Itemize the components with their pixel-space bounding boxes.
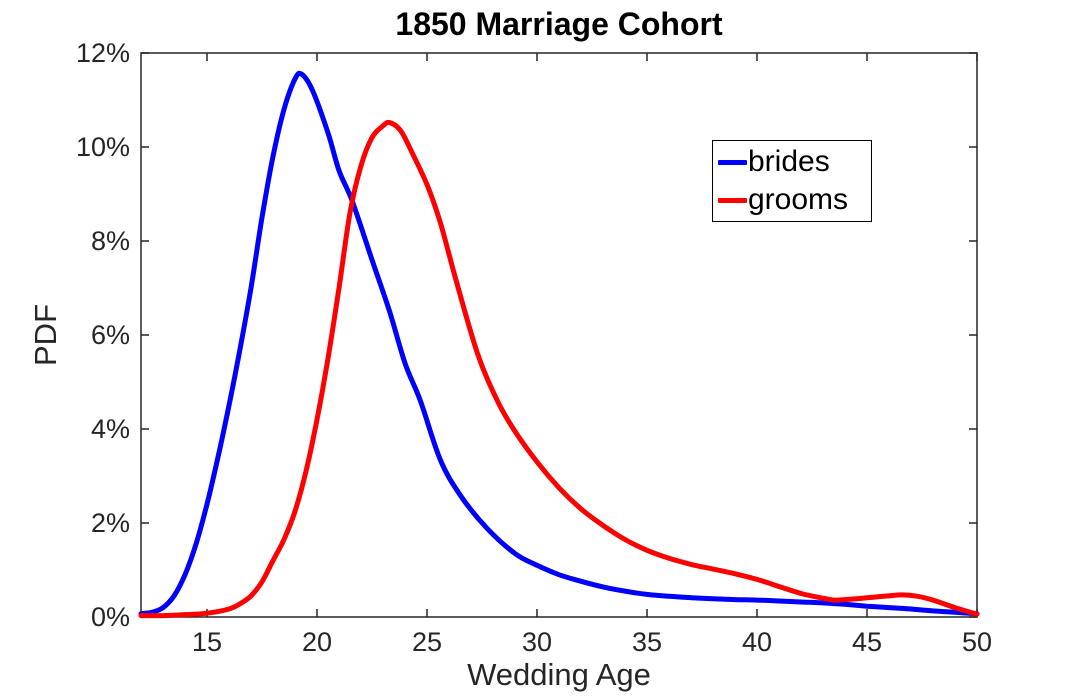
x-tick-label: 40 (741, 627, 773, 657)
y-tick-label: 2% (90, 508, 130, 538)
y-tick-label: 0% (90, 602, 130, 632)
x-axis-label: Wedding Age (467, 657, 651, 692)
grooms-line-swatch (718, 197, 747, 203)
x-tick-label: 35 (631, 627, 663, 657)
chart-title: 1850 Marriage Cohort (395, 6, 723, 42)
legend: brides grooms (712, 140, 872, 222)
y-tick-label: 8% (90, 226, 130, 256)
x-tick-label: 30 (521, 627, 553, 657)
x-tick-label: 20 (301, 627, 333, 657)
x-tick-label: 45 (851, 627, 883, 657)
x-tick-label: 15 (191, 627, 223, 657)
brides-line-swatch (718, 159, 747, 165)
y-tick-label: 12% (75, 38, 130, 68)
legend-label-brides: brides (748, 145, 830, 178)
y-tick-label: 4% (90, 414, 130, 444)
brides-curve (138, 70, 980, 617)
y-tick-label: 10% (75, 132, 130, 162)
legend-item-brides: brides (718, 147, 871, 177)
plot-box (140, 52, 978, 618)
legend-item-grooms: grooms (718, 185, 871, 215)
x-tick-label: 50 (961, 627, 993, 657)
y-tick-label: 6% (90, 320, 130, 350)
x-tick-label: 25 (411, 627, 443, 657)
grooms-curve (138, 119, 980, 619)
legend-label-grooms: grooms (748, 183, 849, 216)
